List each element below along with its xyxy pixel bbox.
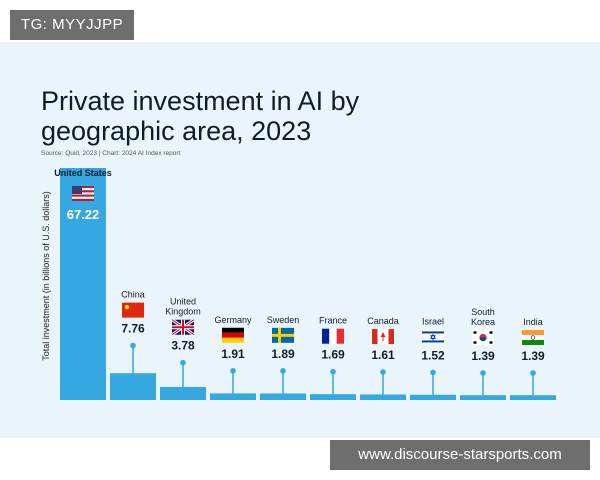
category-label-sweden: Sweden <box>267 315 300 325</box>
dot-united-kingdom <box>180 359 186 366</box>
dot-germany <box>230 367 236 374</box>
bar-israel <box>410 394 456 400</box>
dot-france <box>330 368 336 375</box>
sweden-flag <box>272 327 294 343</box>
canada-flag <box>372 329 394 345</box>
bar-united-kingdom <box>160 386 206 400</box>
value-label-united-states: 67.22 <box>67 207 100 222</box>
category-label-france: France <box>319 316 347 326</box>
value-label-germany: 1.91 <box>221 347 245 361</box>
south-korea-flag <box>472 330 494 345</box>
dot-south-korea <box>480 370 486 376</box>
uk-flag <box>171 318 195 336</box>
value-label-france: 1.69 <box>321 348 345 362</box>
value-label-india: 1.39 <box>521 349 545 363</box>
dot-china <box>130 342 136 349</box>
value-label-sweden: 1.89 <box>271 347 295 361</box>
bar-china <box>110 373 156 400</box>
tag-badge: TG: MYYJJPP <box>10 10 134 40</box>
dot-israel <box>430 369 436 376</box>
us-flag <box>72 186 94 201</box>
bar-sweden <box>260 393 306 400</box>
bar-india <box>510 395 556 400</box>
value-label-china: 7.76 <box>121 322 145 336</box>
bar-canada <box>360 394 406 400</box>
bar-germany <box>210 393 256 400</box>
bar-france <box>310 394 356 400</box>
india-flag <box>522 330 544 345</box>
bar-united-states <box>60 168 106 400</box>
chart-title-line-2: geographic area, 2023 <box>41 116 312 146</box>
dot-sweden <box>280 368 286 374</box>
chart-title-line-1: Private investment in AI by <box>41 86 360 116</box>
category-label-united-kingdom: United <box>170 297 196 307</box>
category-label-india: India <box>523 317 543 327</box>
category-label-israel: Israel <box>422 316 444 326</box>
value-label-israel: 1.52 <box>421 348 445 362</box>
category-label-canada: Canada <box>367 316 399 326</box>
chart-source: Source: Quid, 2023 | Chart: 2024 AI Inde… <box>41 150 181 157</box>
category-label-germany: Germany <box>214 315 252 325</box>
category-label-united-kingdom: Kingdom <box>165 307 201 317</box>
value-label-united-kingdom: 3.78 <box>171 339 195 353</box>
germany-flag <box>222 327 244 343</box>
category-label-south-korea: South <box>471 307 495 317</box>
category-label-south-korea: Korea <box>471 317 495 327</box>
dot-india <box>530 370 536 376</box>
category-label-united-states: United States <box>54 168 112 178</box>
value-label-south-korea: 1.39 <box>471 349 495 363</box>
value-label-canada: 1.61 <box>371 348 395 362</box>
category-label-china: China <box>121 290 145 300</box>
israel-flag <box>422 329 444 345</box>
chart-title: Private investment in AI by geographic a… <box>41 86 359 146</box>
dot-canada <box>380 369 386 375</box>
bar-south-korea <box>460 395 506 400</box>
france-flag <box>322 328 344 344</box>
watermark: www.discourse-starsports.com <box>330 440 590 470</box>
china-flag <box>122 302 144 318</box>
